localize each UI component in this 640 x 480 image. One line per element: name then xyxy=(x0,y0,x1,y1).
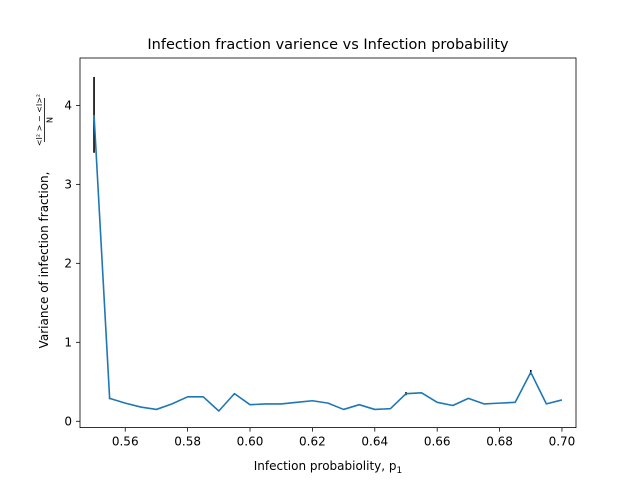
x-axis: 0.56 0.58 0.60 0.62 0.64 0.66 0.68 0.70 xyxy=(112,428,575,449)
x-tick-label: 0.70 xyxy=(549,435,576,449)
x-axis-label-subscript: 1 xyxy=(397,466,403,476)
x-tick-label: 0.68 xyxy=(486,435,513,449)
series-line xyxy=(94,115,562,411)
x-tick-label: 0.56 xyxy=(112,435,139,449)
plot-area: 0.56 0.58 0.60 0.62 0.64 0.66 0.68 0.70 0 1 2 3 4 xyxy=(64,58,576,449)
y-tick-label: 3 xyxy=(64,177,72,191)
x-tick-label: 0.62 xyxy=(299,435,326,449)
y-tick-label: 1 xyxy=(64,335,72,349)
y-tick-label: 2 xyxy=(64,256,72,270)
y-tick-label: 0 xyxy=(64,414,72,428)
x-tick-label: 0.60 xyxy=(237,435,264,449)
error-bars xyxy=(94,77,531,399)
plot-frame xyxy=(80,58,576,428)
x-tick-label: 0.66 xyxy=(424,435,451,449)
y-axis-label-numerator: <I² > − <I>² xyxy=(35,94,44,146)
x-tick-label: 0.58 xyxy=(174,435,201,449)
y-tick-label: 4 xyxy=(64,98,72,112)
x-tick-label: 0.64 xyxy=(361,435,388,449)
y-axis-label-text: Variance of infection fraction, xyxy=(37,172,51,349)
chart-title: Infection fraction varience vs Infection… xyxy=(147,37,509,53)
x-axis-label: Infection probabiolity, p1 xyxy=(254,459,403,476)
y-axis-label-denominator: N xyxy=(46,117,55,123)
y-axis: 0 1 2 3 4 xyxy=(64,98,80,428)
y-axis-label: Variance of infection fraction, <I² > − … xyxy=(35,94,55,349)
